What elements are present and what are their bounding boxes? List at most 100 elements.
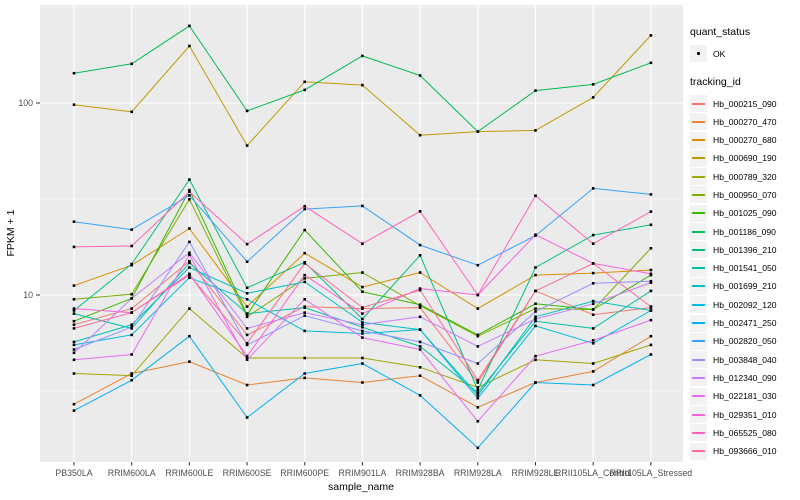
legend-item-label: Hb_012340_090 (713, 372, 777, 383)
legend-item-Hb_001186_090: Hb_001186_090 (690, 223, 798, 241)
data-point (591, 327, 595, 330)
data-point (188, 259, 191, 263)
legend-item-Hb_000270_680: Hb_000270_680 (690, 131, 798, 149)
legend-key-box (690, 204, 707, 222)
data-point (649, 223, 653, 227)
data-point (303, 376, 306, 380)
legend-item-Hb_000950_070: Hb_000950_070 (690, 186, 798, 204)
data-point (534, 289, 537, 293)
data-point (649, 193, 653, 196)
data-point (418, 288, 422, 292)
line-swatch-icon (692, 248, 705, 251)
data-point (649, 343, 653, 347)
legend-item-Hb_029351_010: Hb_029351_010 (690, 406, 798, 424)
data-point (72, 351, 76, 355)
legend-item-Hb_065525_080: Hb_065525_080 (690, 424, 798, 442)
data-point (591, 339, 595, 342)
legend-item-label: Hb_000690_190 (713, 153, 777, 164)
data-point (649, 334, 653, 338)
line-swatch-icon (692, 102, 705, 105)
data-point (534, 266, 537, 269)
legend-key-box (690, 95, 707, 112)
legend-key-box (690, 332, 707, 350)
legend-item-Hb_002471_250: Hb_002471_250 (690, 314, 798, 332)
data-point (361, 290, 364, 293)
data-point (534, 307, 537, 310)
data-point (361, 381, 364, 384)
data-point (476, 446, 480, 450)
legend-item-label: OK (713, 48, 726, 59)
data-point (476, 333, 480, 337)
legend-item-Hb_022181_030: Hb_022181_030 (690, 387, 798, 405)
line-swatch-icon (692, 193, 705, 196)
data-point (361, 325, 364, 329)
line-swatch-icon (692, 175, 705, 178)
data-point (418, 348, 422, 351)
data-point (591, 262, 595, 265)
line-swatch-icon (692, 358, 705, 361)
data-point (591, 362, 595, 365)
data-point (418, 303, 422, 306)
data-point (188, 307, 191, 310)
legend-item-Hb_000690_190: Hb_000690_190 (690, 149, 798, 167)
x-tick-label: RRII105LA_Stressed (609, 468, 693, 478)
legend-item-label: Hb_000950_070 (713, 189, 777, 200)
data-point (188, 188, 191, 192)
data-point (534, 302, 537, 306)
legend-item-label: Hb_000215_090 (713, 98, 777, 109)
data-point (188, 198, 191, 201)
data-point (649, 353, 653, 356)
legend-item-Hb_001396_210: Hb_001396_210 (690, 241, 798, 259)
data-point (591, 299, 595, 303)
legend-item-label: Hb_093666_010 (713, 446, 777, 457)
legend-key-box (690, 168, 707, 186)
data-point (361, 323, 364, 326)
data-point (361, 242, 364, 245)
data-point (130, 311, 133, 314)
data-point (476, 394, 480, 397)
data-point (130, 292, 133, 296)
data-point (476, 406, 480, 409)
data-point (72, 309, 76, 312)
x-tick-label: RRIM600SE (222, 468, 272, 478)
data-point (72, 284, 76, 287)
data-point (188, 24, 191, 28)
legend-item-Hb_000270_470: Hb_000270_470 (690, 113, 798, 131)
data-point (418, 345, 422, 348)
data-point (361, 54, 364, 58)
data-point (188, 178, 191, 181)
data-point (649, 309, 653, 312)
x-tick-label: RRIM600LA (107, 468, 156, 478)
data-point (130, 325, 133, 329)
data-point (534, 381, 537, 384)
data-point (476, 362, 480, 365)
legend-item-Hb_000789_320: Hb_000789_320 (690, 168, 798, 186)
line-swatch-icon (692, 431, 705, 434)
data-point (245, 305, 249, 308)
data-point (418, 394, 422, 397)
data-point (534, 194, 537, 197)
legend-item-Hb_093666_010: Hb_093666_010 (690, 442, 798, 460)
data-point (72, 340, 76, 344)
data-point (130, 244, 133, 248)
data-point (188, 251, 191, 254)
data-point (245, 416, 249, 419)
data-point (72, 298, 76, 301)
legend-quant-status-title: quant_status (690, 26, 751, 38)
data-point (361, 83, 364, 87)
data-point (130, 62, 133, 66)
data-point (245, 292, 249, 295)
legend-key-box (690, 113, 707, 131)
legend-item-label: Hb_002092_120 (713, 299, 777, 310)
data-point (303, 280, 306, 284)
data-point (303, 306, 306, 309)
data-point (476, 263, 480, 267)
legend-item-label: Hb_001186_090 (713, 226, 776, 237)
data-point (649, 268, 653, 272)
data-point (130, 374, 133, 377)
data-point (649, 61, 653, 65)
x-tick-label: RRIM928LA (453, 468, 502, 478)
data-point (303, 80, 306, 84)
legend-key-box (690, 424, 707, 442)
data-point (245, 315, 249, 319)
